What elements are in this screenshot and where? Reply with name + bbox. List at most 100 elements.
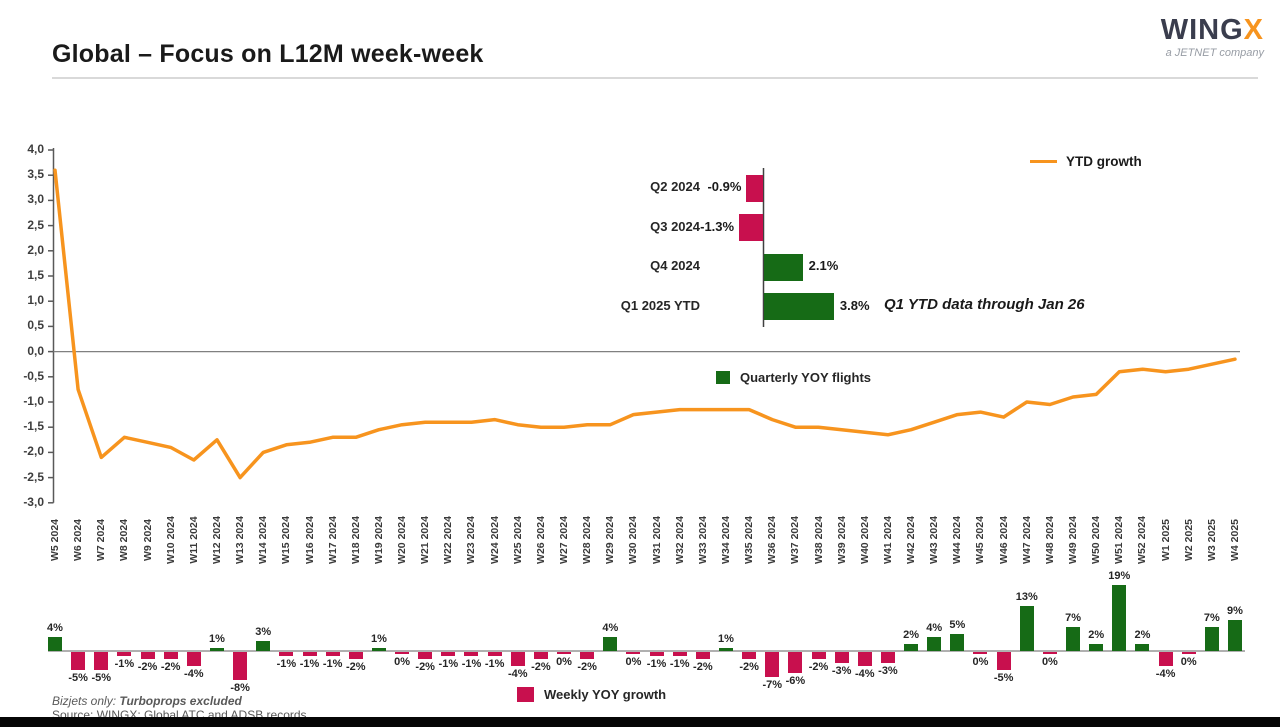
x-axis-week-label: W37 2024 [789, 516, 802, 564]
orange-line-swatch [1030, 159, 1057, 164]
footnote-emphasis: Turboprops excluded [119, 694, 242, 708]
weekly-bar [140, 652, 155, 659]
ytd-legend-label: YTD growth [1066, 154, 1142, 169]
y-tick-label: 4,0 [27, 142, 44, 156]
x-axis-week-label: W46 2024 [997, 516, 1010, 564]
weekly-bar-value: -1% [646, 657, 667, 670]
x-axis-week-label: W31 2024 [650, 516, 663, 564]
x-axis-week-label: W48 2024 [1043, 516, 1056, 564]
x-axis-week-label: W12 2024 [210, 516, 223, 564]
x-axis-week-label: W8 2024 [118, 518, 131, 562]
x-axis-week-label: W32 2024 [673, 516, 686, 564]
x-axis-week-label: W39 2024 [835, 516, 848, 564]
x-axis-week-label: W16 2024 [303, 516, 316, 564]
weekly-bar [233, 652, 248, 680]
weekly-bar [649, 652, 664, 656]
crimson-square-swatch [517, 687, 534, 702]
quarter-label: Q2 2024 [650, 179, 700, 194]
weekly-bar-value: 1% [370, 632, 387, 645]
y-tick-label: 1,0 [27, 293, 44, 308]
weekly-bar [487, 652, 502, 656]
weekly-bar [1135, 644, 1150, 651]
y-tick-label: -1,5 [23, 419, 44, 434]
y-tick-label: 2,5 [27, 217, 44, 232]
weekly-bar [603, 637, 618, 651]
x-axis-week-label: W41 2024 [881, 516, 894, 564]
x-axis-week-label: W52 2024 [1136, 516, 1149, 564]
x-axis-week-label: W19 2024 [372, 516, 385, 564]
weekly-bar [1019, 605, 1034, 651]
x-axis-week-label: W24 2024 [488, 516, 501, 564]
weekly-bar [1066, 626, 1081, 651]
weekly-bar [302, 652, 317, 656]
weekly-legend-label: Weekly YOY growth [544, 687, 667, 702]
weekly-bar-value: -4% [184, 668, 204, 680]
x-axis-week-label: W18 2024 [349, 516, 362, 564]
weekly-bar-value: 0% [625, 655, 642, 668]
x-axis-week-label: W3 2025 [1205, 518, 1218, 562]
weekly-bar-value: -8% [230, 682, 250, 694]
weekly-bar-value: 2% [903, 629, 920, 641]
weekly-bar [742, 652, 757, 659]
quarterly-bar-value: 2.1% [808, 258, 839, 273]
y-tick-label: 0,5 [27, 318, 44, 333]
weekly-bar [1158, 652, 1173, 666]
weekly-bar [325, 652, 340, 656]
ytd-growth-line [53, 168, 1237, 480]
weekly-bar-value: 0% [394, 655, 410, 668]
weekly-bar-value: 3% [255, 625, 272, 638]
weekly-bar-value: -2% [160, 661, 181, 673]
quarterly-bar-value: 3.8% [839, 297, 870, 313]
quarter-label: Q1 2025 YTD [620, 297, 700, 313]
weekly-bar-value: -2% [577, 661, 597, 673]
weekly-bar-value: -4% [507, 668, 528, 680]
weekly-bar-value: -4% [855, 668, 875, 680]
x-axis-week-label: W2 2025 [1182, 518, 1195, 562]
weekly-bar [765, 652, 780, 677]
weekly-bar [1181, 652, 1196, 654]
x-axis-week-label: W50 2024 [1090, 516, 1103, 564]
weekly-bar [1112, 584, 1127, 651]
weekly-bar-value: 1% [718, 632, 734, 645]
quarterly-bar [764, 253, 803, 281]
weekly-bar [695, 652, 710, 659]
weekly-bar [557, 652, 572, 654]
x-axis-week-label: W22 2024 [442, 516, 455, 564]
weekly-bar [788, 652, 803, 673]
weekly-bar [834, 652, 849, 663]
weekly-bar-value: -2% [739, 661, 759, 673]
weekly-bar [1042, 652, 1057, 654]
weekly-bar [256, 640, 271, 651]
wingx-logo: WINGX a JETNET company [1161, 16, 1264, 60]
weekly-bar [186, 652, 201, 666]
x-axis-week-label: W21 2024 [419, 516, 432, 564]
weekly-bar [626, 652, 641, 654]
y-tick-label: -0,5 [23, 368, 44, 383]
ytd-growth-legend: YTD growth [1030, 154, 1142, 169]
weekly-bar-value: -1% [299, 657, 320, 670]
weekly-bar [533, 652, 548, 659]
weekly-bar-value: -1% [461, 657, 482, 670]
weekly-bar-value: -1% [669, 657, 690, 670]
weekly-bar-value: -1% [322, 657, 343, 670]
x-axis-week-label: W38 2024 [812, 516, 825, 564]
quarterly-bar-value: -0.9% [707, 179, 742, 194]
weekly-bar [94, 652, 109, 670]
footnote-prefix: Bizjets only: [52, 694, 120, 708]
weekly-bar-value: -7% [762, 678, 783, 691]
x-axis-week-label: W25 2024 [511, 516, 524, 564]
y-tick-label: -1,0 [23, 394, 44, 408]
x-axis-week-label: W11 2024 [187, 516, 200, 564]
weekly-bar [117, 652, 132, 656]
x-axis-week-label: W35 2024 [743, 516, 756, 564]
weekly-bar [464, 652, 479, 656]
weekly-bar-value: -2% [808, 661, 829, 673]
weekly-bar-value: -2% [415, 661, 435, 673]
weekly-legend: Weekly YOY growth [517, 687, 666, 702]
quarterly-bar-value: -1.3% [700, 218, 735, 234]
y-tick-label: 3,0 [27, 192, 44, 207]
x-axis-week-label: W47 2024 [1020, 516, 1033, 564]
weekly-bar-value: 0% [972, 655, 989, 668]
weekly-bar-value: -2% [531, 661, 551, 673]
